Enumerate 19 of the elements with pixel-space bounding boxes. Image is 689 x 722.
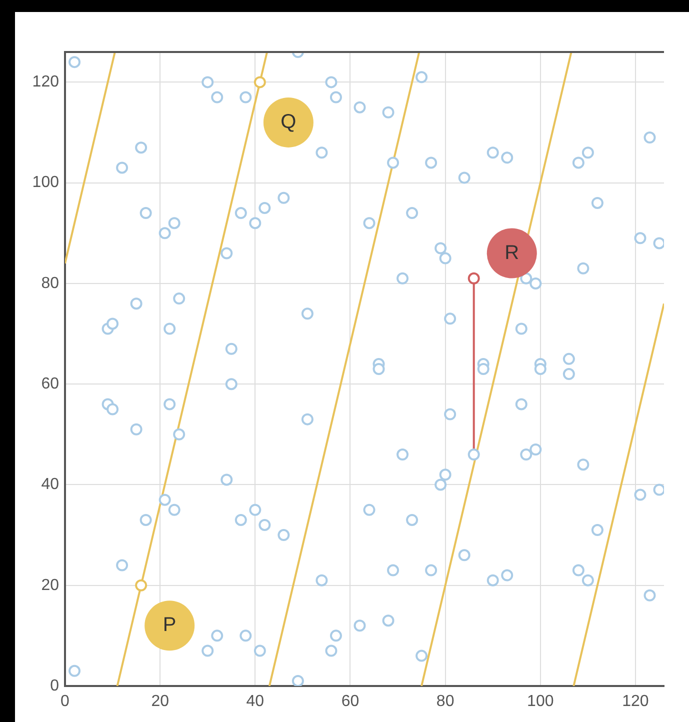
x-tick-label: 20: [151, 693, 170, 710]
y-tick-label: 60: [41, 376, 60, 392]
point: [135, 579, 148, 592]
annotation: Q: [280, 110, 296, 133]
y-tick-label: 0: [50, 677, 60, 694]
y-tick-label: 80: [41, 274, 60, 292]
point: [468, 272, 480, 284]
x-tick-label: 60: [341, 693, 360, 710]
y-tick-label: 20: [41, 576, 60, 594]
x-tick-label: 120: [622, 693, 649, 710]
point: [254, 76, 266, 88]
annotation: R: [504, 242, 520, 264]
y-tick-label: 120: [32, 74, 60, 91]
x-tick-label: 80: [436, 693, 454, 710]
annotation: P: [162, 614, 176, 636]
y-tick-label: 100: [32, 174, 60, 192]
x-tick-label: 40: [246, 693, 264, 710]
x-tick-label: 100: [527, 693, 554, 710]
y-tick-label: 40: [41, 476, 60, 494]
